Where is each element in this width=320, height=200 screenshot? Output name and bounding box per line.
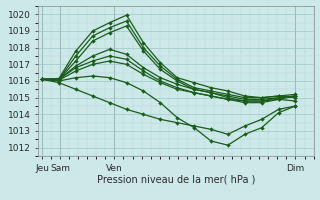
X-axis label: Pression niveau de la mer( hPa ): Pression niveau de la mer( hPa ) bbox=[97, 174, 255, 184]
